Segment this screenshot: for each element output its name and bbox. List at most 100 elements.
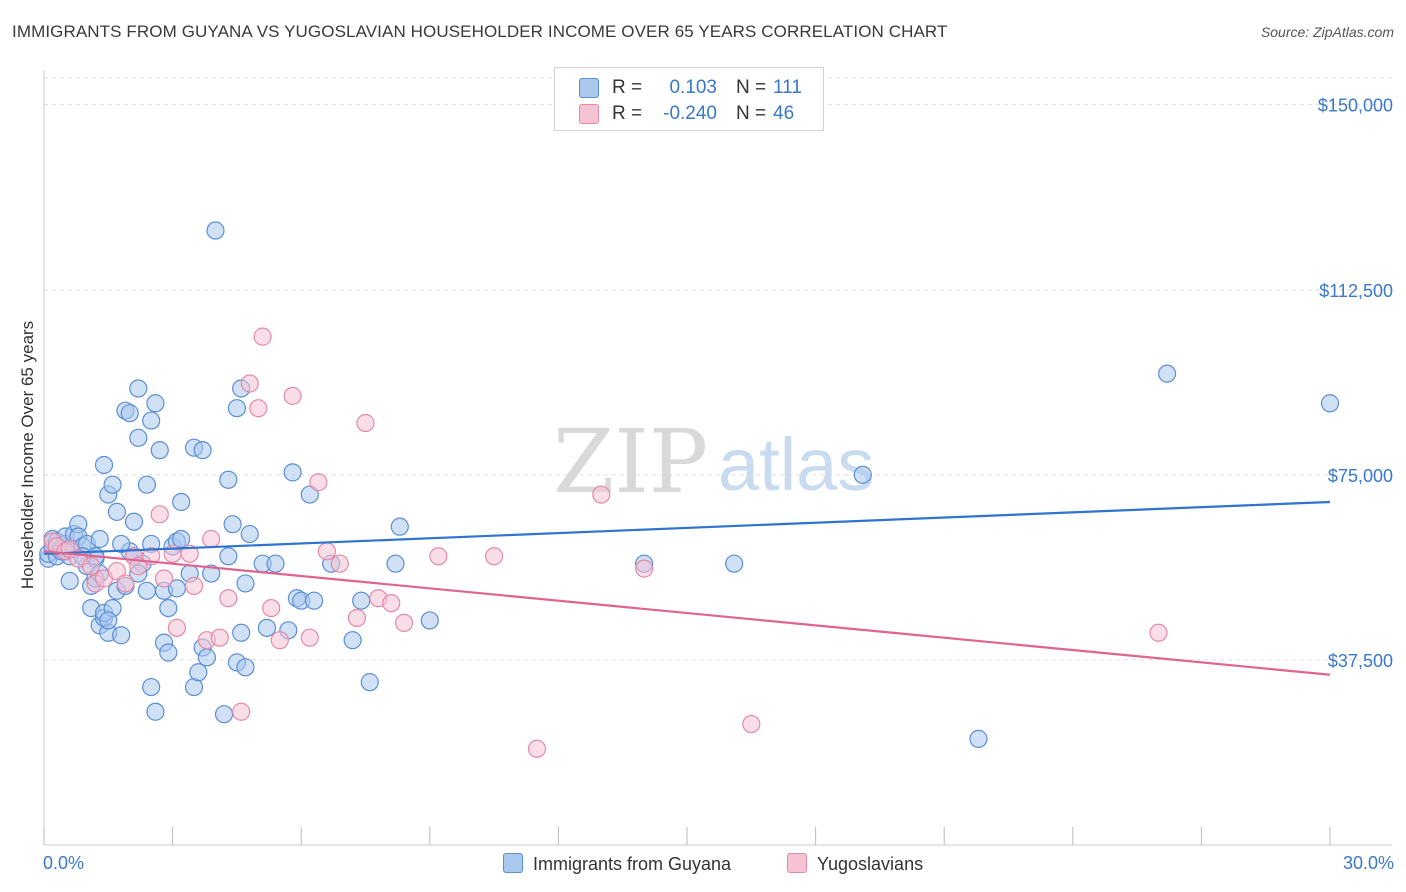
point-guyana (142, 677, 161, 697)
x-tick-label-min: 0.0% (43, 853, 85, 873)
grid-lines (44, 77, 1392, 661)
point-guyana (60, 571, 79, 591)
point-yugoslavians (382, 594, 401, 613)
legend-swatch-yugoslavians (579, 104, 599, 124)
point-yugoslavians (330, 554, 349, 573)
legend-swatch-yugoslavians (787, 853, 807, 873)
point-guyana (146, 394, 165, 413)
point-guyana (99, 611, 118, 630)
point-guyana (206, 221, 225, 240)
point-yugoslavians (219, 589, 238, 608)
point-yugoslavians (180, 544, 199, 563)
point-guyana (137, 475, 156, 494)
point-guyana (420, 611, 439, 630)
point-guyana (266, 554, 285, 573)
legend-label-yugoslavians: Yugoslavians (817, 854, 924, 874)
point-yugoslavians (107, 561, 126, 581)
point-guyana (129, 379, 148, 398)
chart-title: IMMIGRANTS FROM GUYANA VS YUGOSLAVIAN HO… (12, 22, 948, 41)
point-yugoslavians (527, 739, 547, 758)
point-yugoslavians (116, 574, 135, 593)
point-yugoslavians (184, 576, 204, 595)
legend-swatch-guyana (579, 78, 599, 98)
point-guyana (112, 626, 131, 645)
trend-line-yugoslavians (43, 550, 1331, 676)
point-yugoslavians (485, 547, 504, 566)
point-guyana (159, 643, 178, 662)
point-yugoslavians (300, 628, 319, 647)
point-guyana (214, 705, 234, 724)
point-yugoslavians (167, 618, 186, 637)
bottom-legend-guyana[interactable]: Immigrants from Guyana (503, 853, 731, 875)
point-yugoslavians (232, 702, 251, 721)
point-guyana (142, 411, 161, 430)
y-tick-label: $150,000 (1318, 96, 1393, 116)
legend-r-label: R = (612, 77, 643, 98)
point-guyana (236, 574, 255, 593)
point-guyana (304, 591, 324, 610)
stats-legend: R = 0.103 N = 111 R = -0.240 N = 46 (554, 67, 824, 131)
legend-n-value: 111 (773, 77, 802, 98)
point-guyana (124, 512, 144, 531)
point-guyana (1320, 394, 1340, 413)
axes (43, 70, 1392, 846)
legend-swatch-guyana (503, 853, 523, 873)
point-yugoslavians (394, 613, 414, 633)
point-guyana (219, 470, 238, 489)
point-guyana (159, 598, 178, 618)
point-yugoslavians (317, 542, 337, 561)
point-guyana (227, 399, 246, 418)
point-guyana (300, 485, 319, 504)
point-guyana (386, 554, 405, 573)
legend-label-guyana: Immigrants from Guyana (533, 854, 732, 874)
point-guyana (137, 581, 156, 600)
point-guyana (853, 465, 872, 484)
point-guyana (189, 663, 208, 682)
point-guyana (197, 648, 216, 667)
trend-line-guyana (43, 500, 1331, 555)
y-tick-label: $112,500 (1319, 281, 1393, 301)
point-yugoslavians (150, 505, 169, 524)
y-tick-labels: $37,500 $75,000 $112,500 $150,000 (1318, 96, 1393, 671)
point-yugoslavians (154, 569, 174, 588)
bottom-legend-yugoslavians[interactable]: Yugoslavians (787, 853, 923, 875)
trend-lines (43, 500, 1331, 676)
series-guyana-points (39, 221, 1340, 748)
point-yugoslavians (210, 628, 229, 647)
point-yugoslavians (283, 386, 302, 405)
point-yugoslavians (270, 631, 289, 650)
point-guyana (146, 702, 165, 721)
point-guyana (193, 441, 212, 460)
point-yugoslavians (309, 473, 328, 492)
legend-row-guyana: R = 0.103 N = 111 (555, 75, 823, 101)
watermark-atlas: atlas (718, 423, 874, 506)
point-guyana (112, 534, 131, 554)
point-guyana (390, 517, 409, 536)
point-guyana (94, 455, 114, 475)
point-guyana (219, 547, 238, 566)
point-guyana (150, 441, 169, 460)
point-guyana (232, 623, 251, 642)
point-yugoslavians (249, 399, 268, 418)
point-yugoslavians (347, 608, 367, 628)
point-guyana (1158, 364, 1177, 383)
y-tick-label: $37,500 (1328, 651, 1393, 671)
point-guyana (352, 591, 371, 610)
legend-row-yugoslavians: R = -0.240 N = 46 (555, 101, 823, 127)
point-guyana (202, 564, 221, 583)
x-tick-label-max: 30.0% (1342, 853, 1394, 873)
point-yugoslavians (253, 327, 272, 346)
point-guyana (90, 529, 109, 549)
legend-r-value: 0.103 (669, 77, 717, 98)
watermark-zip: ZIP (553, 410, 708, 513)
y-tick-label: $75,000 (1328, 466, 1393, 486)
point-guyana (343, 631, 362, 650)
point-guyana (969, 729, 988, 748)
legend-n-value: 46 (773, 103, 795, 124)
point-yugoslavians (429, 547, 448, 566)
point-guyana (240, 524, 259, 544)
legend-n-label: N = (736, 77, 767, 98)
watermark: ZIP atlas (553, 410, 874, 513)
legend-n-label: N = (736, 103, 767, 124)
point-guyana (120, 404, 139, 423)
